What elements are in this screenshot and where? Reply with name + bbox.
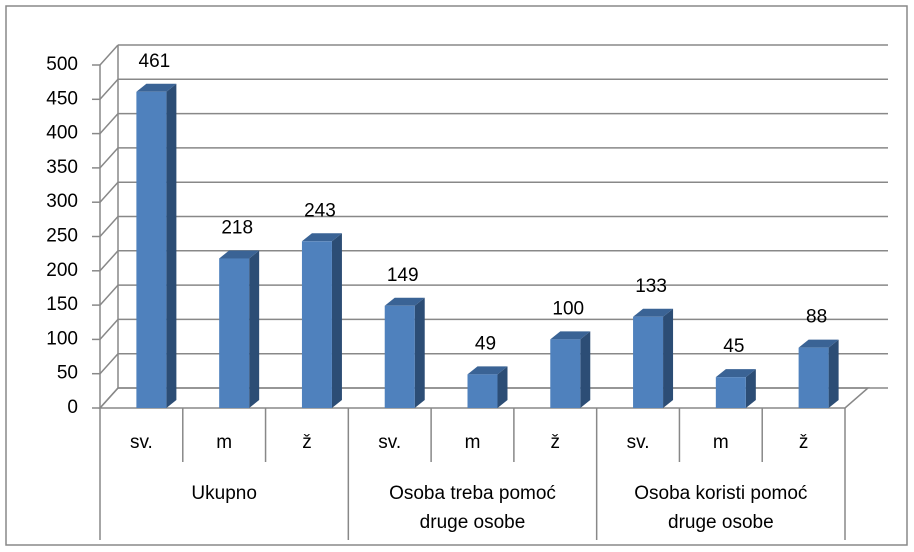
y-tick-label: 50 (57, 363, 78, 384)
side-grid-line (99, 78, 119, 100)
y-tick-label: 300 (46, 191, 78, 212)
bar (301, 233, 342, 408)
x-tick-label: m (713, 432, 729, 453)
bar (798, 339, 839, 408)
x-tick-label: ž (799, 432, 809, 453)
bar-top (219, 250, 260, 259)
bar (219, 250, 260, 408)
x-tick-label: m (216, 432, 232, 453)
y-tick-label: 150 (46, 294, 78, 315)
side-grid-line (99, 147, 119, 169)
x-tick-label: ž (302, 432, 312, 453)
side-grid-line (99, 353, 119, 375)
side-grid-line (99, 113, 119, 135)
y-tick-label: 450 (46, 88, 78, 109)
y-tick-label: 0 (67, 397, 78, 418)
bar-side (414, 297, 425, 408)
bar (715, 369, 756, 408)
bar-side (663, 308, 674, 408)
bar-side (166, 83, 177, 408)
value-label: 100 (552, 298, 584, 319)
x-tick-label: sv. (130, 432, 153, 453)
bar-front (715, 377, 746, 408)
bar (467, 366, 508, 408)
bar-side (745, 369, 756, 408)
bar-side (828, 339, 839, 408)
bar (550, 331, 591, 408)
bar-side (580, 331, 591, 408)
bar (136, 83, 177, 408)
bar-top (715, 369, 756, 378)
y-tick-label: 200 (46, 260, 78, 281)
bar-top (467, 366, 508, 375)
value-label: 88 (806, 307, 827, 328)
bar-front (301, 241, 332, 408)
y-tick-label: 100 (46, 328, 78, 349)
side-grid-line (99, 250, 119, 272)
value-label: 218 (221, 217, 253, 238)
side-grid-line (99, 181, 119, 203)
bar-side (497, 366, 508, 408)
side-grid-line (99, 215, 119, 238)
side-grid-line (99, 284, 119, 306)
bar-top (301, 233, 342, 242)
side-grid-line (99, 318, 119, 340)
y-tick-label: 350 (46, 157, 78, 178)
bar-front (384, 305, 415, 408)
bar-front (136, 91, 167, 408)
side-grid-line (99, 387, 119, 409)
bar-front (633, 316, 664, 408)
bar-side (331, 233, 342, 408)
value-label: 49 (475, 333, 496, 354)
value-label: 243 (304, 200, 336, 221)
bar-front (219, 258, 250, 408)
group-label: Ukupno (191, 483, 257, 504)
value-label: 133 (635, 276, 667, 297)
group-label: Osoba koristi pomoć druge osobe (634, 483, 808, 533)
bar-front (550, 339, 581, 408)
bar (633, 308, 674, 408)
group-label: Osoba treba pomoć druge osobe (389, 483, 556, 533)
y-tick-label: 400 (46, 123, 78, 144)
x-tick-label: ž (551, 432, 561, 453)
bar (384, 297, 425, 408)
y-tick-label: 250 (46, 226, 78, 247)
x-tick-label: m (465, 432, 481, 453)
x-tick-label: sv. (378, 432, 401, 453)
bar-front (467, 374, 498, 408)
value-label: 461 (139, 51, 171, 72)
bar-front (798, 347, 829, 408)
bar-top (798, 339, 839, 348)
value-label: 45 (723, 336, 744, 357)
value-label: 149 (387, 265, 419, 286)
bar-top (550, 331, 591, 340)
x-tick-label: sv. (627, 432, 650, 453)
bar-top (633, 308, 674, 317)
side-grid-line (99, 44, 119, 66)
bar-top (136, 83, 177, 92)
y-tick-label: 500 (46, 54, 78, 75)
bar-top (384, 297, 425, 306)
bar-side (249, 250, 260, 408)
